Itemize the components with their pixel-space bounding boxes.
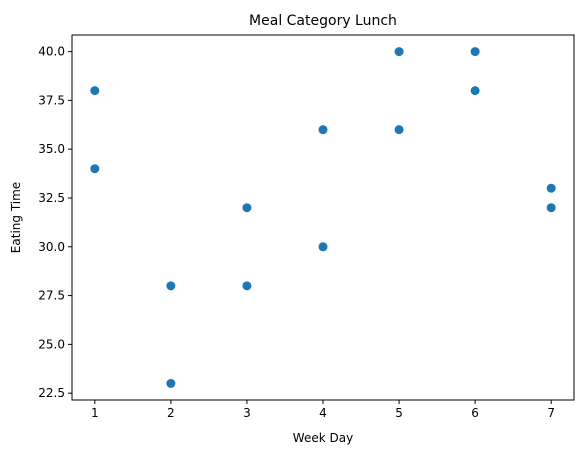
x-tick-label: 7 bbox=[547, 406, 555, 420]
x-tick-label: 4 bbox=[319, 406, 327, 420]
y-tick-label: 27.5 bbox=[38, 289, 65, 303]
scatter-point bbox=[546, 203, 556, 213]
x-tick-label: 1 bbox=[91, 406, 99, 420]
x-tick-label: 5 bbox=[395, 406, 403, 420]
scatter-point bbox=[318, 242, 328, 252]
x-tick-label: 2 bbox=[167, 406, 175, 420]
plot-frame bbox=[71, 34, 575, 401]
y-axis-label: Eating Time bbox=[9, 182, 23, 253]
x-axis-label: Week Day bbox=[293, 431, 353, 445]
scatter-point bbox=[90, 164, 100, 174]
y-tick-label: 22.5 bbox=[38, 386, 65, 400]
y-tick-label: 25.0 bbox=[38, 337, 65, 351]
scatter-point bbox=[470, 47, 480, 57]
scatter-point bbox=[242, 203, 252, 213]
scatter-point bbox=[166, 281, 176, 291]
y-tick-label: 30.0 bbox=[38, 240, 65, 254]
x-tick-label: 6 bbox=[471, 406, 479, 420]
scatter-point bbox=[394, 47, 404, 57]
y-tick-label: 32.5 bbox=[38, 191, 65, 205]
chart-title: Meal Category Lunch bbox=[249, 13, 397, 29]
scatter-point bbox=[90, 86, 100, 96]
y-tick-label: 37.5 bbox=[38, 93, 65, 107]
scatter-point bbox=[318, 125, 328, 135]
y-axis-ticks: 22.5 25.0 27.5 30.0 32.5 35.0 37.5 40.0 bbox=[38, 45, 72, 400]
x-axis-ticks: 1 2 3 4 5 6 7 bbox=[91, 400, 555, 420]
scatter-point bbox=[166, 378, 176, 388]
scatter-point bbox=[242, 281, 252, 291]
scatter-point bbox=[470, 86, 480, 96]
scatter-points bbox=[90, 47, 556, 388]
x-tick-label: 3 bbox=[243, 406, 251, 420]
scatter-point bbox=[394, 125, 404, 135]
y-tick-label: 40.0 bbox=[38, 45, 65, 59]
scatter-point bbox=[546, 183, 556, 193]
y-tick-label: 35.0 bbox=[38, 142, 65, 156]
